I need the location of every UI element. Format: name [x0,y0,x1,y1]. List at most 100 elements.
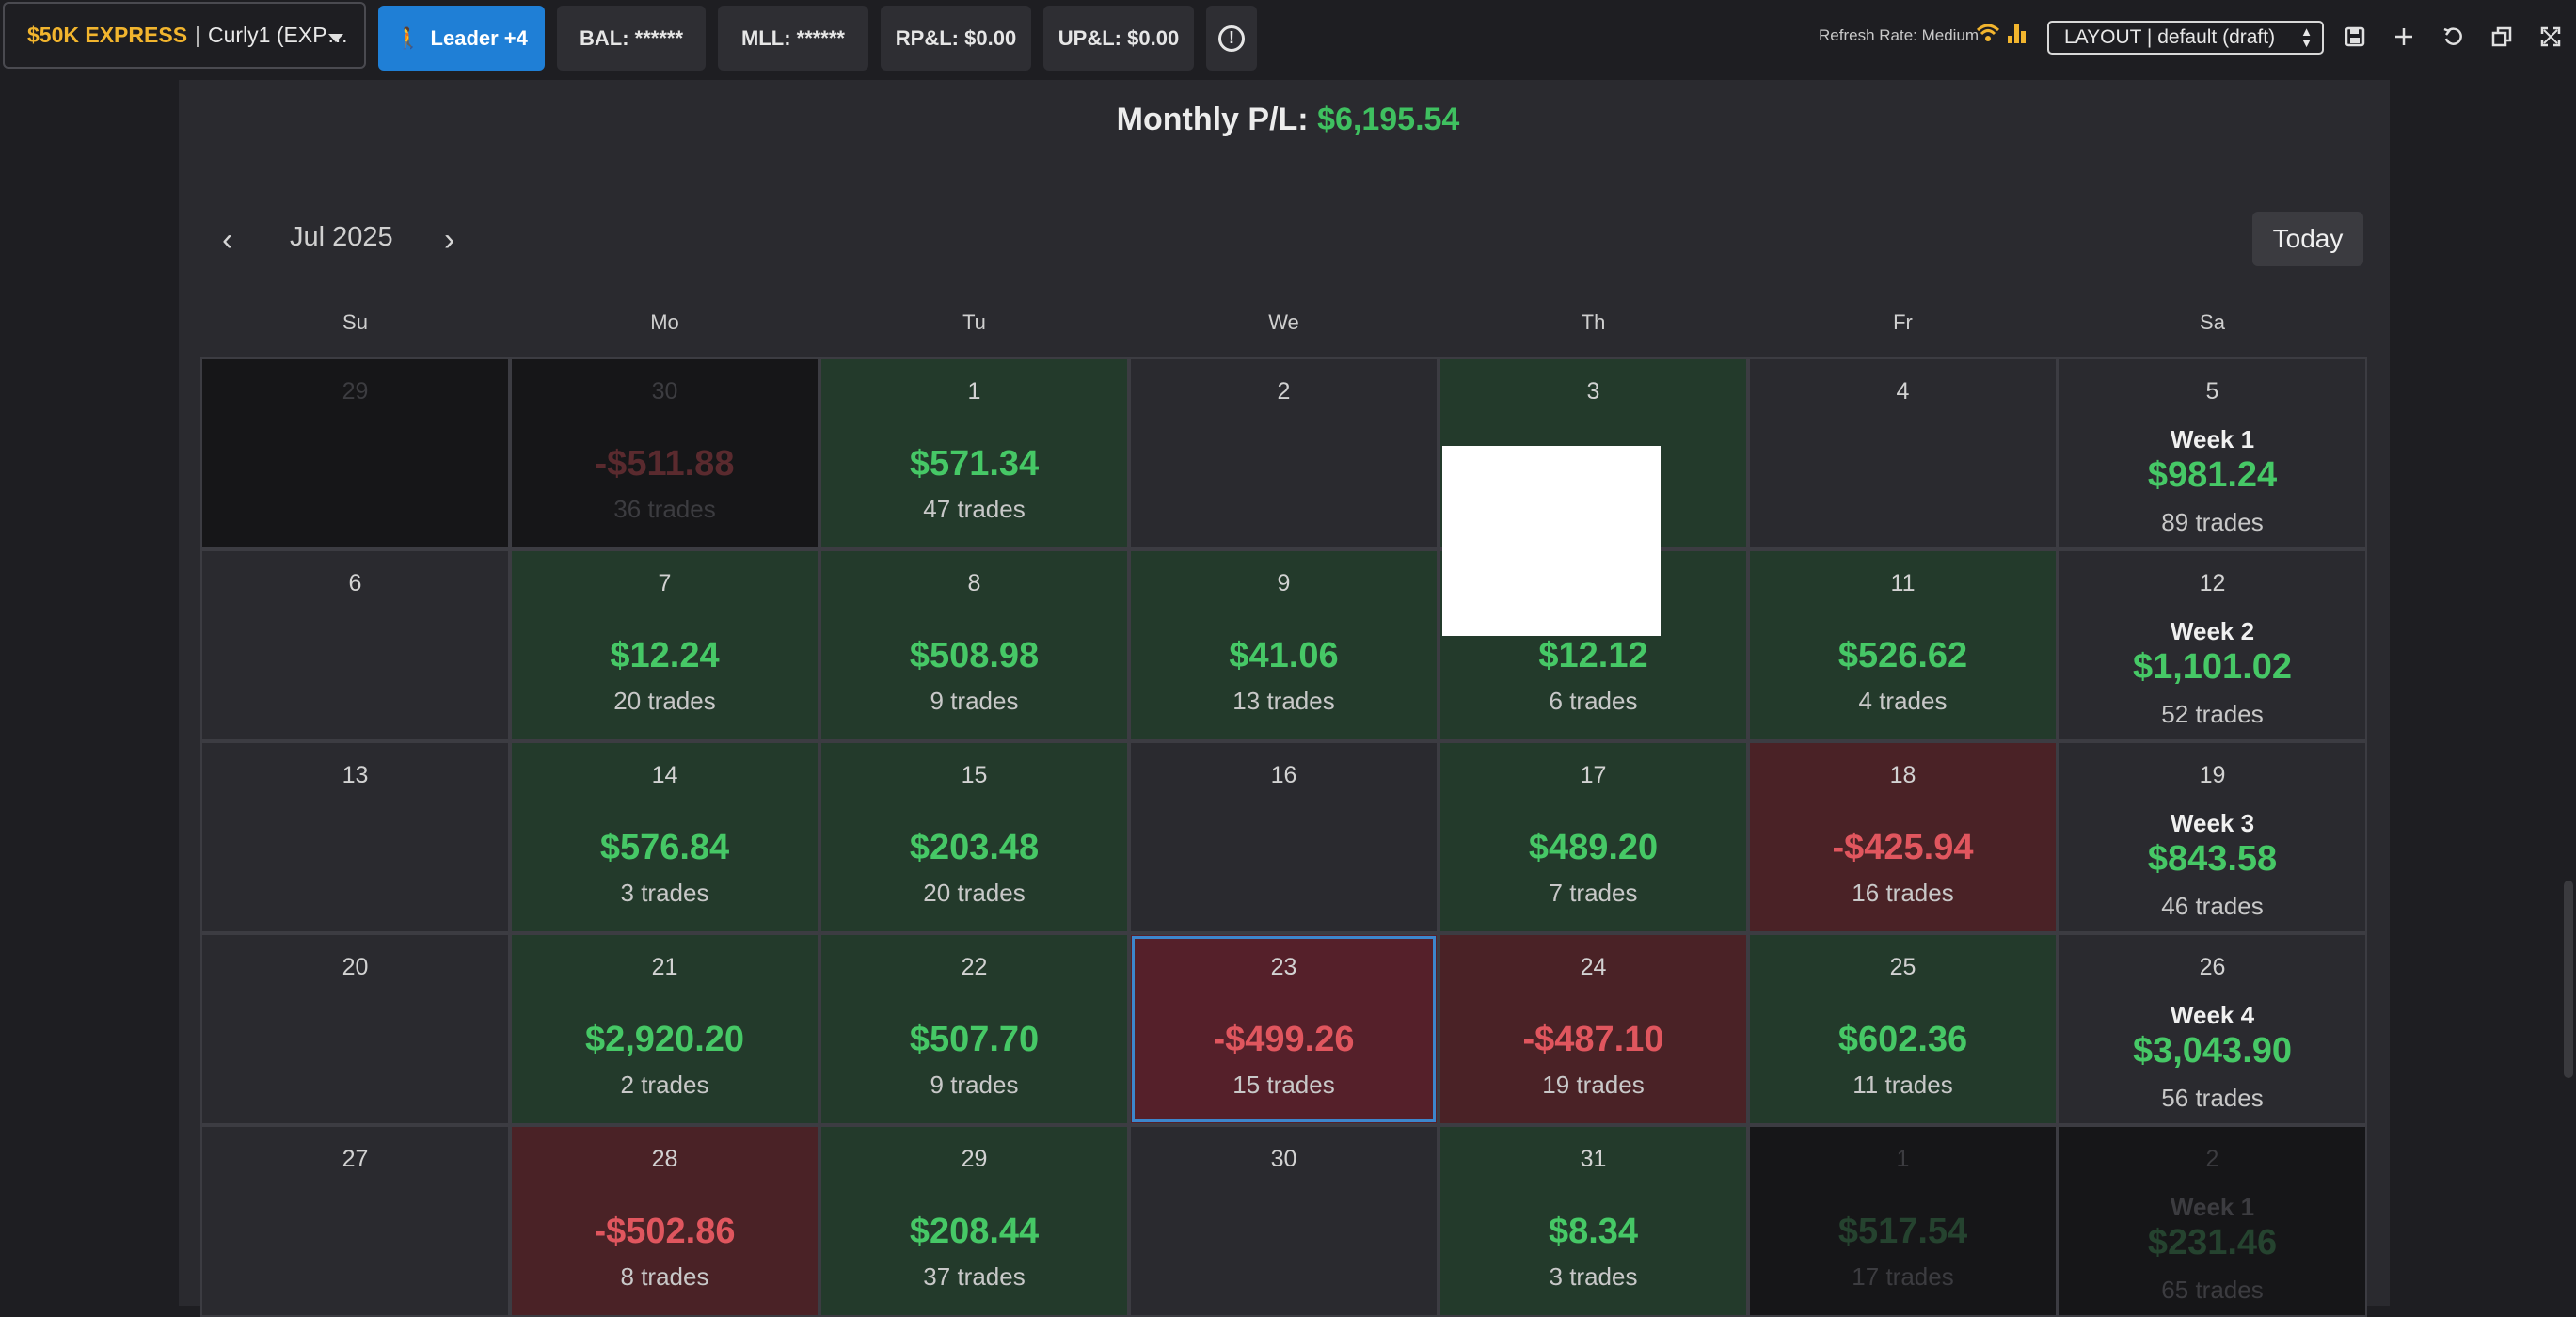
account-name: $50K EXPRESS [27,23,188,47]
balance-badge[interactable]: BAL: ****** [557,6,706,71]
exclamation-icon: ! [1218,24,1245,52]
leader-button[interactable]: 🚶 Leader +4 [378,6,545,71]
calendar-day-cell[interactable]: 20 [200,933,510,1125]
calendar-day-cell[interactable]: 15 $203.48 20 trades [819,741,1129,933]
trade-count: 7 trades [1549,879,1638,907]
day-number: 2 [1277,378,1291,405]
day-pnl: $508.98 [909,636,1040,675]
calendar-day-cell[interactable]: 26 Week 4 $3,043.90 56 trades [2058,933,2367,1125]
calendar-day-cell[interactable]: 22 $507.70 9 trades [819,933,1129,1125]
day-number: 22 [961,954,988,980]
save-icon[interactable] [2339,21,2371,53]
calendar-day-cell[interactable]: 13 [200,741,510,933]
calendar-day-cell[interactable]: 16 [1129,741,1439,933]
day-number: 30 [1270,1146,1297,1172]
day-number: 5 [2205,378,2219,405]
day-number: 9 [1277,570,1291,596]
weekday-header: Fr [1893,310,1913,334]
trade-count: 47 trades [923,495,1026,523]
day-pnl: $602.36 [1837,1020,1968,1059]
undo-icon[interactable] [2437,21,2469,53]
trade-count: 16 trades [1852,879,1954,907]
calendar-day-cell[interactable]: 11 $526.62 4 trades [1748,549,2058,741]
weekday-header: Sa [2200,310,2225,334]
today-button[interactable]: Today [2252,212,2363,266]
day-number: 17 [1580,762,1607,788]
day-pnl: $2,920.20 [584,1020,745,1059]
calendar-day-cell[interactable]: 1 $517.54 17 trades [1748,1125,2058,1317]
wifi-icon [1976,23,2000,49]
trade-count: 4 trades [1858,687,1948,715]
calendar-day-cell[interactable]: 28 -$502.86 8 trades [510,1125,819,1317]
calendar-day-cell[interactable]: 12 Week 2 $1,101.02 52 trades [2058,549,2367,741]
day-number: 1 [967,378,981,405]
realized-pnl-badge[interactable]: RP&L: $0.00 [881,6,1031,71]
day-number: 31 [1580,1146,1607,1172]
chevron-down-icon [328,34,343,42]
week-label: Week 1 [2170,425,2255,453]
week-label: Week 4 [2170,1001,2255,1029]
redaction-box [1442,446,1661,636]
day-pnl: -$425.94 [1832,828,1974,867]
day-number: 30 [651,378,678,405]
day-pnl: $571.34 [909,444,1040,484]
calendar-day-cell[interactable]: 9 $41.06 13 trades [1129,549,1439,741]
day-number: 24 [1580,954,1607,980]
plus-icon[interactable] [2388,21,2420,53]
day-number: 3 [1586,378,1600,405]
trade-count: 11 trades [1852,1071,1953,1099]
calendar-day-cell[interactable]: 31 $8.34 3 trades [1439,1125,1748,1317]
day-pnl: $489.20 [1528,828,1659,867]
day-number: 8 [967,570,981,596]
fullscreen-icon[interactable] [2535,21,2567,53]
calendar-day-cell[interactable]: 24 -$487.10 19 trades [1439,933,1748,1125]
calendar-day-cell[interactable]: 29 [200,357,510,549]
calendar-day-cell[interactable]: 29 $208.44 37 trades [819,1125,1129,1317]
calendar-day-cell[interactable]: 8 $508.98 9 trades [819,549,1129,741]
monthly-pnl: Monthly P/L: $6,195.54 [0,102,2576,138]
calendar-day-cell[interactable]: 6 [200,549,510,741]
calendar-day-cell[interactable]: 30 -$511.88 36 trades [510,357,819,549]
weekday-header: Mo [650,310,679,334]
day-pnl: $1,101.02 [2132,647,2293,687]
calendar-day-cell[interactable]: 2 Week 1 $231.46 65 trades [2058,1125,2367,1317]
day-number: 15 [961,762,988,788]
calendar-day-cell[interactable]: 5 Week 1 $981.24 89 trades [2058,357,2367,549]
trade-count: 8 trades [620,1262,709,1291]
scrollbar[interactable] [2564,881,2573,1078]
account-selector[interactable]: $50K EXPRESS | Curly1 (EXP… [3,2,366,69]
top-toolbar: $50K EXPRESS | Curly1 (EXP… 🚶 Leader +4 … [0,0,2576,79]
trade-count: 3 trades [620,879,709,907]
calendar-day-cell[interactable]: 23 -$499.26 15 trades [1129,933,1439,1125]
calendar-day-cell[interactable]: 18 -$425.94 16 trades [1748,741,2058,933]
trade-count: 13 trades [1232,687,1335,715]
day-pnl: $12.12 [1538,636,1648,675]
calendar-day-cell[interactable]: 30 [1129,1125,1439,1317]
trade-count: 17 trades [1852,1262,1954,1291]
chevron-right-icon[interactable]: › [444,222,455,258]
trade-count: 20 trades [923,879,1026,907]
unrealized-pnl-badge[interactable]: UP&L: $0.00 [1043,6,1194,71]
restore-window-icon[interactable] [2486,21,2518,53]
day-number: 14 [651,762,678,788]
mll-label: MLL: ****** [740,25,845,50]
weekday-header: Su [342,310,368,334]
refresh-rate-label: Refresh Rate: Medium [1819,26,1980,44]
select-arrows-icon: ▲ ▼ [2300,24,2313,50]
calendar-day-cell[interactable]: 7 $12.24 20 trades [510,549,819,741]
day-number: 29 [342,378,369,405]
calendar-day-cell[interactable]: 17 $489.20 7 trades [1439,741,1748,933]
calendar-day-cell[interactable]: 27 [200,1125,510,1317]
info-button[interactable]: ! [1206,6,1257,71]
chevron-left-icon[interactable]: ‹ [222,222,233,258]
calendar-day-cell[interactable]: 19 Week 3 $843.58 46 trades [2058,741,2367,933]
calendar-day-cell[interactable]: 1 $571.34 47 trades [819,357,1129,549]
calendar-day-cell[interactable]: 21 $2,920.20 2 trades [510,933,819,1125]
layout-select[interactable]: LAYOUT | default (draft) ▲ ▼ [2047,21,2324,55]
mll-badge[interactable]: MLL: ****** [718,6,868,71]
week-label: Week 3 [2170,809,2255,837]
calendar-day-cell[interactable]: 25 $602.36 11 trades [1748,933,2058,1125]
calendar-day-cell[interactable]: 14 $576.84 3 trades [510,741,819,933]
calendar-day-cell[interactable]: 2 [1129,357,1439,549]
calendar-day-cell[interactable]: 4 [1748,357,2058,549]
